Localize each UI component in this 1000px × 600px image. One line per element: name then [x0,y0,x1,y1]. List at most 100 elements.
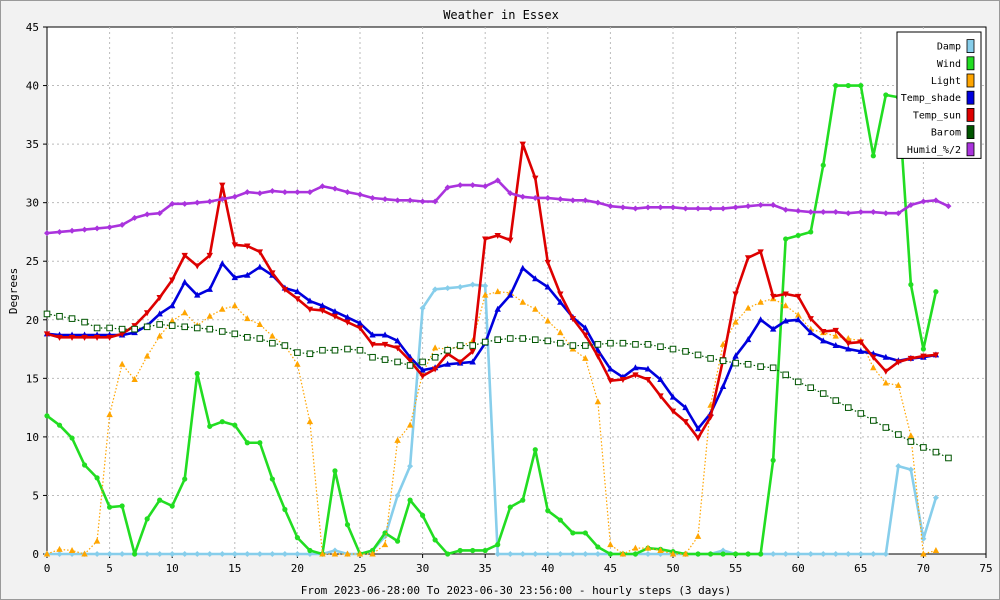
data-point [244,440,250,446]
data-point [256,320,264,327]
data-point [381,331,389,338]
data-point [932,494,939,501]
y-tick-label: 45 [26,21,39,34]
data-point [532,175,539,182]
data-point [883,92,889,98]
data-point [470,547,476,554]
data-point [945,203,952,210]
data-point [582,197,589,204]
x-tick-label: 45 [604,562,617,575]
plot-area [46,26,987,555]
data-point [932,352,940,359]
data-point [269,476,275,482]
data-point [845,345,852,352]
data-point [257,440,263,446]
data-point [557,291,564,298]
data-point [757,202,764,209]
data-point [732,204,739,211]
data-point [607,203,614,210]
data-point [69,435,75,441]
data-point [457,182,464,189]
data-point [870,364,877,371]
y-tick-label: 30 [26,197,39,210]
data-point [331,308,339,315]
data-point [344,319,351,326]
data-point [218,328,226,335]
data-point [369,550,376,557]
x-tick-label: 60 [792,562,805,575]
data-point [206,198,213,205]
data-point [519,193,526,200]
data-point [670,204,676,211]
data-point [594,551,601,557]
data-point [794,378,802,386]
data-point [319,346,326,354]
data-point [770,457,776,463]
data-point [557,517,563,523]
data-point [419,305,426,312]
series-wind [44,82,939,557]
data-point [394,197,401,204]
data-point [907,432,915,439]
data-point [332,468,338,474]
data-point [694,435,702,442]
data-point [732,359,739,367]
data-point [56,334,63,341]
data-point [456,359,464,366]
data-point [532,275,539,282]
data-point [269,339,276,347]
data-point [720,205,727,212]
data-point [182,476,188,482]
data-point [56,312,63,320]
data-point [219,551,226,557]
data-point [744,304,752,311]
data-point [256,249,264,256]
data-point [857,347,864,354]
data-point [907,466,914,473]
data-point [669,550,677,557]
data-point [294,535,300,541]
data-point [845,335,852,342]
data-point [469,358,476,365]
data-point [119,503,125,509]
data-point [406,421,414,428]
data-point [807,209,814,216]
data-point [281,189,288,196]
data-point [882,379,890,386]
data-point [795,293,802,300]
data-point [132,551,138,557]
data-point [582,332,589,339]
data-point [544,317,551,324]
data-point [181,252,188,259]
x-tick-label: 5 [106,562,113,575]
x-tick-label: 65 [854,562,867,575]
data-point [131,325,138,333]
legend-item: Temp_sun [913,108,975,122]
data-point [331,550,339,557]
data-point [181,278,188,285]
data-point [720,551,726,557]
data-point [394,358,401,366]
data-point [594,199,601,206]
data-point [932,197,939,204]
data-point [394,436,401,443]
data-point [757,316,764,323]
data-point [882,353,890,360]
data-point [782,317,789,324]
data-point [381,341,389,348]
y-tick-label: 20 [26,314,39,327]
data-point [382,530,388,536]
data-point [769,364,777,372]
data-point [582,530,588,536]
data-point [144,516,150,522]
legend-swatch [966,108,975,122]
data-point [682,550,689,557]
data-point [582,354,589,361]
data-point [582,324,589,331]
data-point [870,417,877,424]
chart-title: Weather in Essex [443,8,559,22]
data-point [143,352,151,359]
data-point [94,225,101,232]
series-barom [43,310,952,462]
data-point [169,302,176,309]
